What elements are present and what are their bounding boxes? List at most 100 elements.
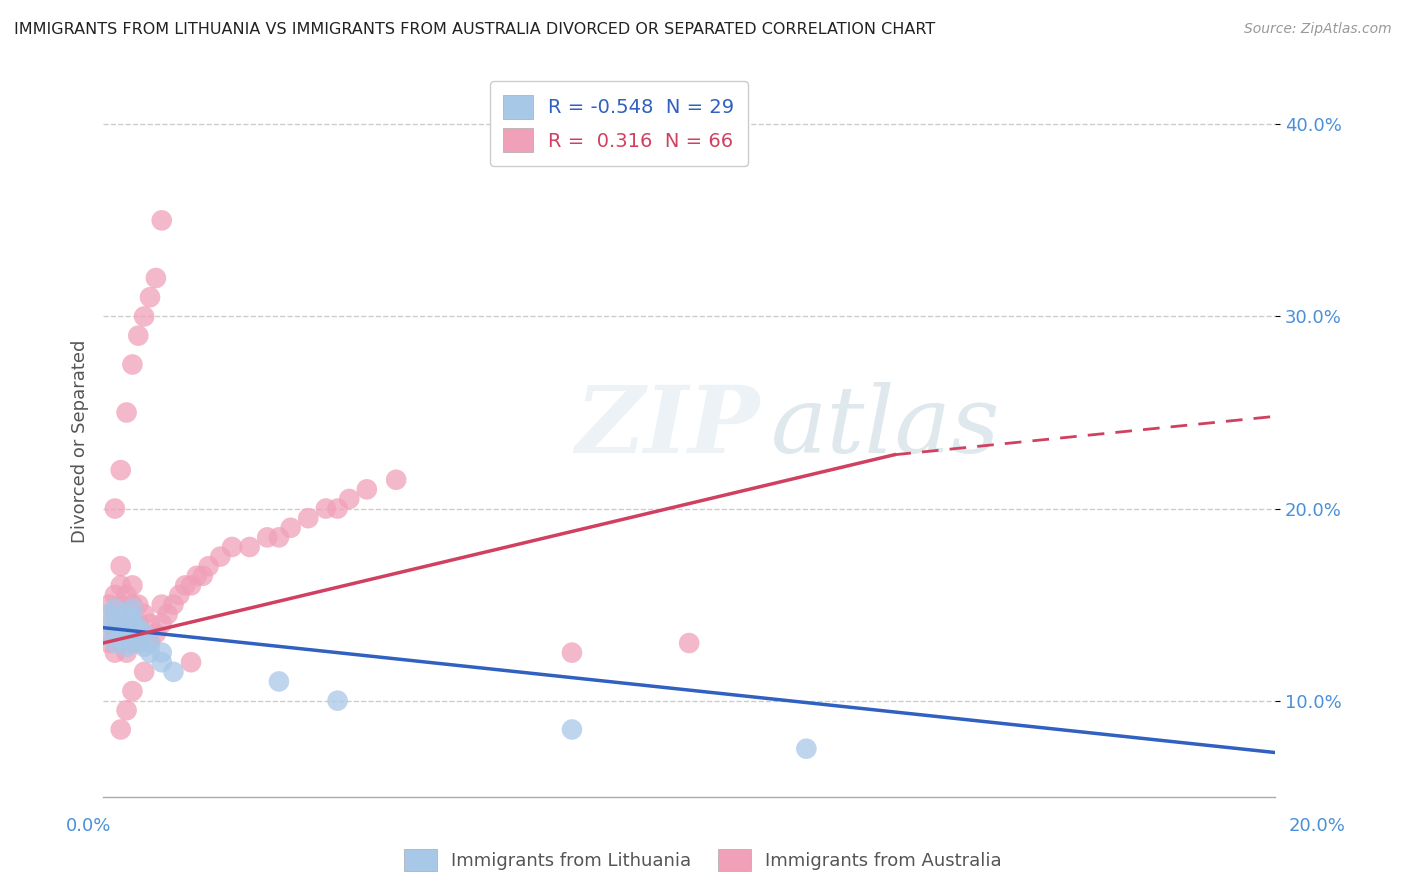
Point [98,636,121,650]
Point [110,632,132,647]
Point [121,358,143,372]
Point [150,598,173,612]
Point [115,607,138,622]
Point [150,655,173,669]
Point [145,271,167,285]
Point [134,310,156,324]
Point [139,290,162,304]
Legend: R = -0.548  N = 29, R =  0.316  N = 66: R = -0.548 N = 29, R = 0.316 N = 66 [489,81,748,166]
Point [326,501,349,516]
Point [98,607,121,622]
Point [121,598,143,612]
Point [267,530,290,544]
Point [121,578,143,592]
Point [104,607,127,622]
Point [156,607,179,622]
Point [115,588,138,602]
Point [98,616,121,631]
Point [139,646,162,660]
Text: 20.0%: 20.0% [1289,817,1346,835]
Point [561,646,583,660]
Point [110,636,132,650]
Point [110,559,132,574]
Point [127,616,149,631]
Point [162,598,184,612]
Point [115,703,138,717]
Point [127,621,149,635]
Point [221,540,243,554]
Point [127,632,149,647]
Point [139,616,162,631]
Point [186,569,208,583]
Point [115,626,138,640]
Text: atlas: atlas [772,382,1001,472]
Text: ZIP: ZIP [575,382,759,472]
Point [385,473,408,487]
Point [104,616,127,631]
Point [104,626,127,640]
Point [280,521,302,535]
Point [145,626,167,640]
Point [110,598,132,612]
Text: Source: ZipAtlas.com: Source: ZipAtlas.com [1244,22,1392,37]
Point [180,578,202,592]
Point [104,501,127,516]
Point [297,511,319,525]
Point [104,636,127,650]
Point [110,463,132,477]
Text: 0.0%: 0.0% [66,817,111,835]
Point [98,598,121,612]
Y-axis label: Divorced or Separated: Divorced or Separated [72,340,89,543]
Point [110,611,132,625]
Point [121,621,143,635]
Point [134,607,156,622]
Point [267,674,290,689]
Point [110,578,132,592]
Point [115,607,138,622]
Point [110,723,132,737]
Point [256,530,278,544]
Point [315,501,337,516]
Point [326,693,349,707]
Point [197,559,219,574]
Point [134,626,156,640]
Point [110,616,132,631]
Point [337,491,360,506]
Point [150,213,173,227]
Point [209,549,232,564]
Point [174,578,197,592]
Point [356,483,378,497]
Point [115,646,138,660]
Point [127,598,149,612]
Point [162,665,184,679]
Point [115,626,138,640]
Point [561,723,583,737]
Point [110,621,132,635]
Point [134,640,156,654]
Point [678,636,700,650]
Point [127,636,149,650]
Point [104,601,127,615]
Point [134,626,156,640]
Point [121,636,143,650]
Point [150,616,173,631]
Point [104,588,127,602]
Point [121,616,143,631]
Point [169,588,191,602]
Point [134,665,156,679]
Point [121,601,143,615]
Point [121,611,143,625]
Point [127,328,149,343]
Point [121,636,143,650]
Point [104,646,127,660]
Point [98,626,121,640]
Point [239,540,262,554]
Point [150,646,173,660]
Point [139,636,162,650]
Legend: Immigrants from Lithuania, Immigrants from Australia: Immigrants from Lithuania, Immigrants fr… [396,842,1010,879]
Text: IMMIGRANTS FROM LITHUANIA VS IMMIGRANTS FROM AUSTRALIA DIVORCED OR SEPARATED COR: IMMIGRANTS FROM LITHUANIA VS IMMIGRANTS … [14,22,935,37]
Point [115,405,138,419]
Point [191,569,214,583]
Point [796,741,818,756]
Point [115,616,138,631]
